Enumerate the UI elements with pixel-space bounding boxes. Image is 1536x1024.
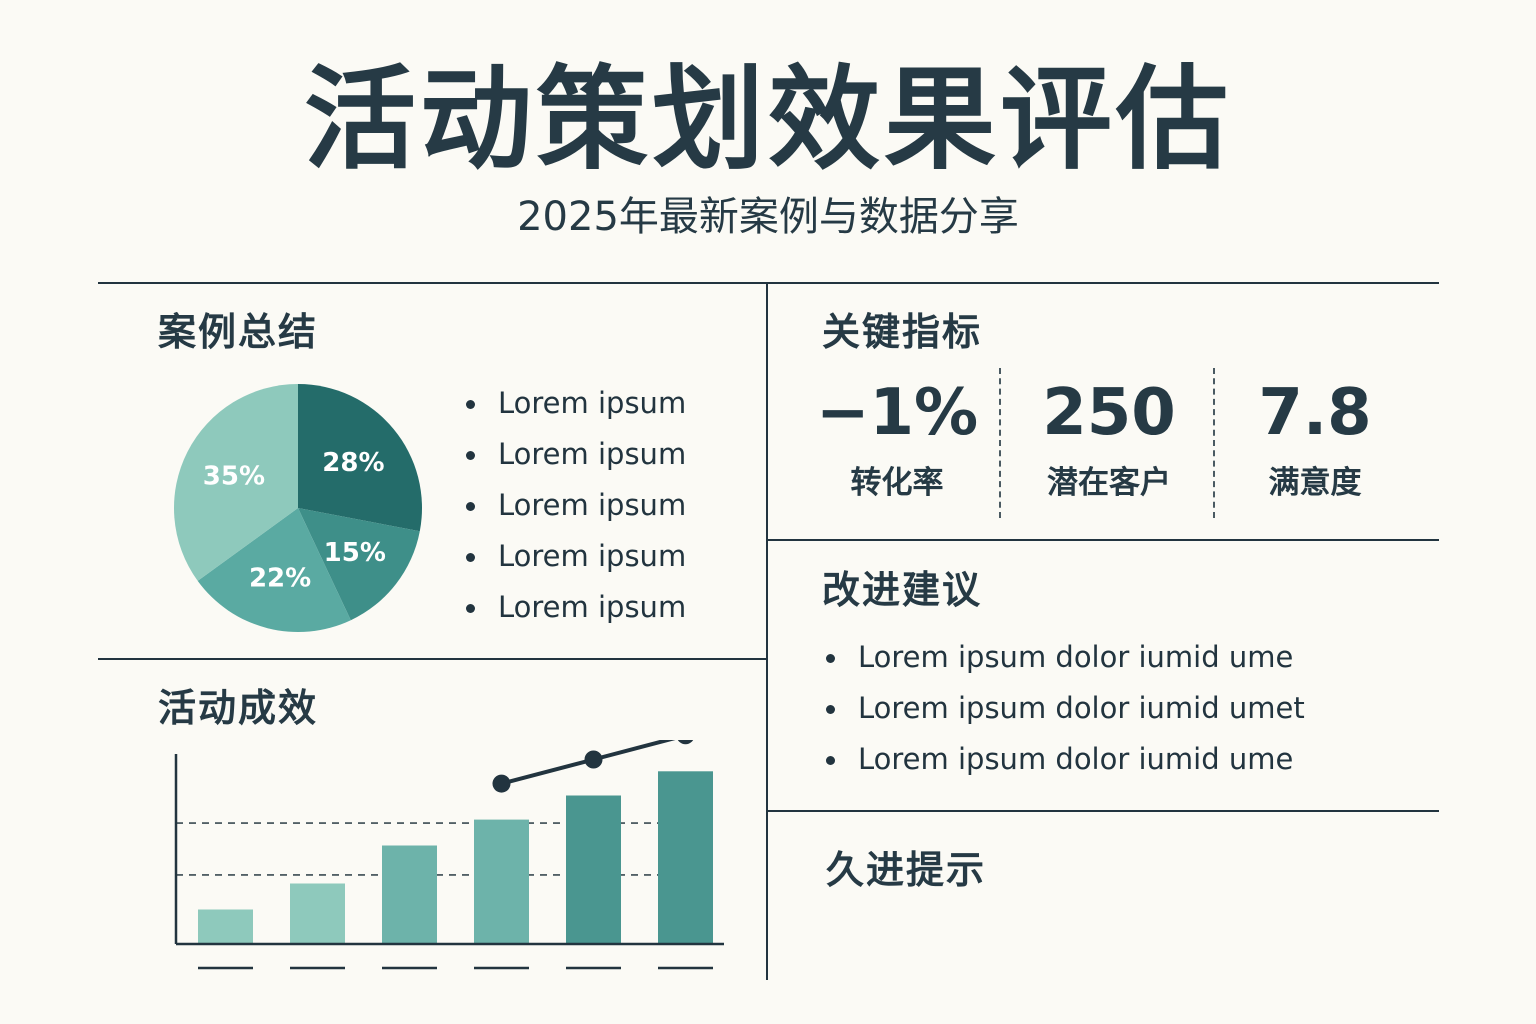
page-title: 活动策划效果评估 (304, 55, 1232, 185)
pie-slice-label: 28% (322, 448, 384, 478)
conversion-rate-label: 转化率 (850, 465, 944, 501)
pie-slice (298, 384, 422, 532)
metrics-divider (768, 539, 1439, 541)
bar (658, 771, 713, 944)
effect-title: 活动成效 (158, 686, 319, 730)
page-subtitle: 2025年最新案例与数据分享 (517, 194, 1019, 240)
trend-point (492, 774, 511, 793)
pie-slice-label: 22% (249, 564, 311, 594)
improvements-list: Lorem ipsum dolor iumid ume Lorem ipsum d… (826, 632, 1305, 785)
header-divider (98, 282, 1439, 284)
bar (566, 795, 621, 944)
bar-chart (174, 740, 724, 970)
satisfaction-value: 7.8 (1258, 376, 1372, 450)
satisfaction-label: 满意度 (1268, 465, 1362, 501)
bar (290, 883, 345, 944)
case-summary-item: Lorem ipsum (466, 480, 686, 531)
improvement-item: Lorem ipsum dolor iumid ume (826, 734, 1305, 785)
improvement-item: Lorem ipsum dolor iumid ume (826, 632, 1305, 683)
case-summary-item: Lorem ipsum (466, 531, 686, 582)
conversion-rate-value: −1% (815, 376, 979, 450)
trend-point (677, 740, 694, 745)
pie-slice (197, 508, 351, 633)
leads-value: 250 (1042, 376, 1176, 450)
pie-slice-label: 35% (203, 461, 265, 491)
column-divider (766, 284, 768, 980)
improvement-item: Lorem ipsum dolor iumid umet (826, 683, 1305, 734)
leads-label: 潜在客户 (1047, 465, 1171, 501)
case-summary-item: Lorem ipsum (466, 582, 686, 633)
bar (382, 845, 437, 944)
case-summary-item: Lorem ipsum (466, 429, 686, 480)
bar (198, 909, 253, 944)
pie-slice (298, 508, 420, 621)
tips-title: 久进提示 (826, 848, 987, 892)
left-section-divider (98, 658, 767, 660)
case-summary-title: 案例总结 (158, 310, 319, 354)
metric-separator (1213, 368, 1215, 518)
metric-separator (999, 368, 1001, 518)
trend-point (584, 750, 603, 769)
pie-slice-label: 15% (324, 538, 386, 568)
pie-chart: 28% 15% 22% 35% (173, 384, 422, 633)
improvements-title: 改进建议 (822, 568, 983, 612)
case-summary-list: Lorem ipsum Lorem ipsum Lorem ipsum Lorem i… (466, 378, 686, 633)
pie-slice (173, 384, 298, 581)
improvements-divider (768, 810, 1439, 812)
key-metrics-title: 关键指标 (822, 310, 983, 354)
case-summary-item: Lorem ipsum (466, 378, 686, 429)
bar (474, 819, 529, 944)
